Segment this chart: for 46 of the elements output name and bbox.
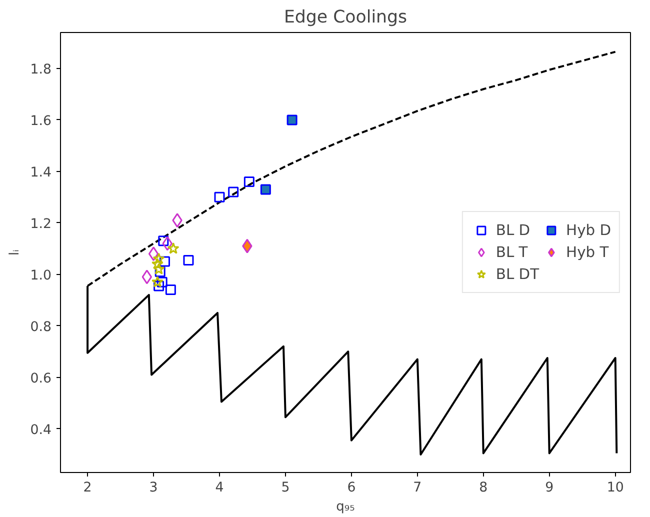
point bbox=[260, 184, 271, 195]
point bbox=[159, 256, 170, 267]
point bbox=[148, 246, 159, 262]
point bbox=[158, 236, 169, 246]
x-tick-label: 2 bbox=[83, 480, 92, 496]
x-tick-label: 4 bbox=[215, 480, 224, 496]
point bbox=[142, 270, 152, 284]
legend-label: Hyb D bbox=[566, 222, 611, 238]
legend-label: BL T bbox=[496, 244, 528, 260]
point bbox=[154, 280, 164, 292]
legend-label: BL D bbox=[496, 222, 530, 238]
y-tick-label: 0.6 bbox=[30, 371, 52, 386]
x-tick-label: 7 bbox=[413, 480, 422, 496]
legend-label: Hyb T bbox=[566, 244, 609, 260]
point bbox=[152, 258, 164, 270]
x-tick-label: 9 bbox=[545, 480, 554, 496]
point bbox=[162, 236, 172, 251]
point bbox=[214, 192, 225, 202]
point bbox=[152, 276, 164, 288]
y-axis-title: lᵢ bbox=[7, 250, 22, 256]
point bbox=[152, 262, 165, 274]
x-tick-label: 10 bbox=[606, 480, 624, 496]
legend-label: BL DT bbox=[496, 266, 540, 282]
y-tick-label: 1.6 bbox=[30, 114, 52, 129]
point bbox=[242, 238, 252, 254]
point bbox=[183, 254, 194, 266]
x-tick-label: 8 bbox=[479, 480, 488, 496]
x-axis-title: q₉₅ bbox=[336, 500, 355, 514]
y-tick-label: 1.4 bbox=[30, 165, 52, 180]
point bbox=[165, 284, 176, 296]
chart-title: Edge Coolings bbox=[284, 8, 408, 28]
y-tick-label: 1.0 bbox=[30, 268, 52, 284]
point bbox=[286, 114, 298, 126]
point bbox=[244, 176, 254, 187]
point bbox=[152, 252, 165, 264]
point bbox=[156, 276, 168, 288]
y-tick-label: 0.4 bbox=[30, 422, 52, 438]
y-tick-label: 1.8 bbox=[30, 62, 52, 78]
x-tick-label: 3 bbox=[149, 480, 158, 496]
point bbox=[167, 242, 180, 254]
y-tick-label: 1.2 bbox=[30, 216, 52, 232]
x-tick-label: 5 bbox=[281, 480, 290, 496]
point bbox=[172, 213, 182, 228]
y-tick-label: 0.8 bbox=[30, 320, 52, 335]
x-tick-label: 6 bbox=[347, 480, 356, 496]
point bbox=[228, 186, 239, 198]
